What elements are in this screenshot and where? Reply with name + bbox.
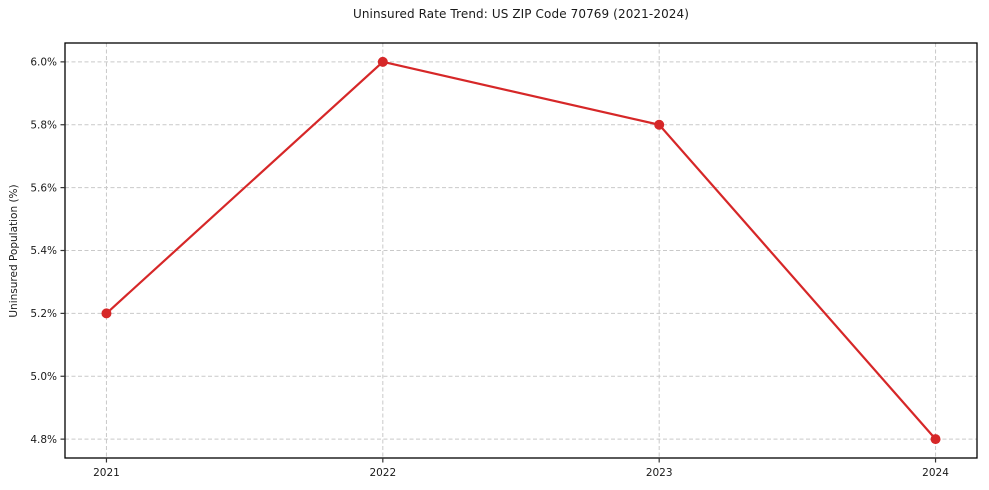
x-tick-label: 2023 [646,467,673,479]
x-tick-label: 2021 [93,467,120,479]
y-tick-label: 5.6% [30,182,57,194]
y-tick-label: 5.2% [30,308,57,320]
data-point-2023 [654,119,665,130]
data-point-2022 [377,56,388,67]
x-tick-label: 2024 [922,467,949,479]
y-tick-label: 6.0% [30,57,57,69]
y-tick-label: 5.8% [30,119,57,131]
trend-line [105,60,937,441]
data-point-2021 [101,308,112,319]
y-tick-label: 4.8% [30,434,57,446]
chart-title: Uninsured Rate Trend: US ZIP Code 70769 … [352,7,690,21]
y-tick-label: 5.0% [30,371,57,383]
y-tick-label: 5.4% [30,245,57,257]
x-tick-label: 2022 [369,467,396,479]
data-point-2024 [930,434,941,445]
